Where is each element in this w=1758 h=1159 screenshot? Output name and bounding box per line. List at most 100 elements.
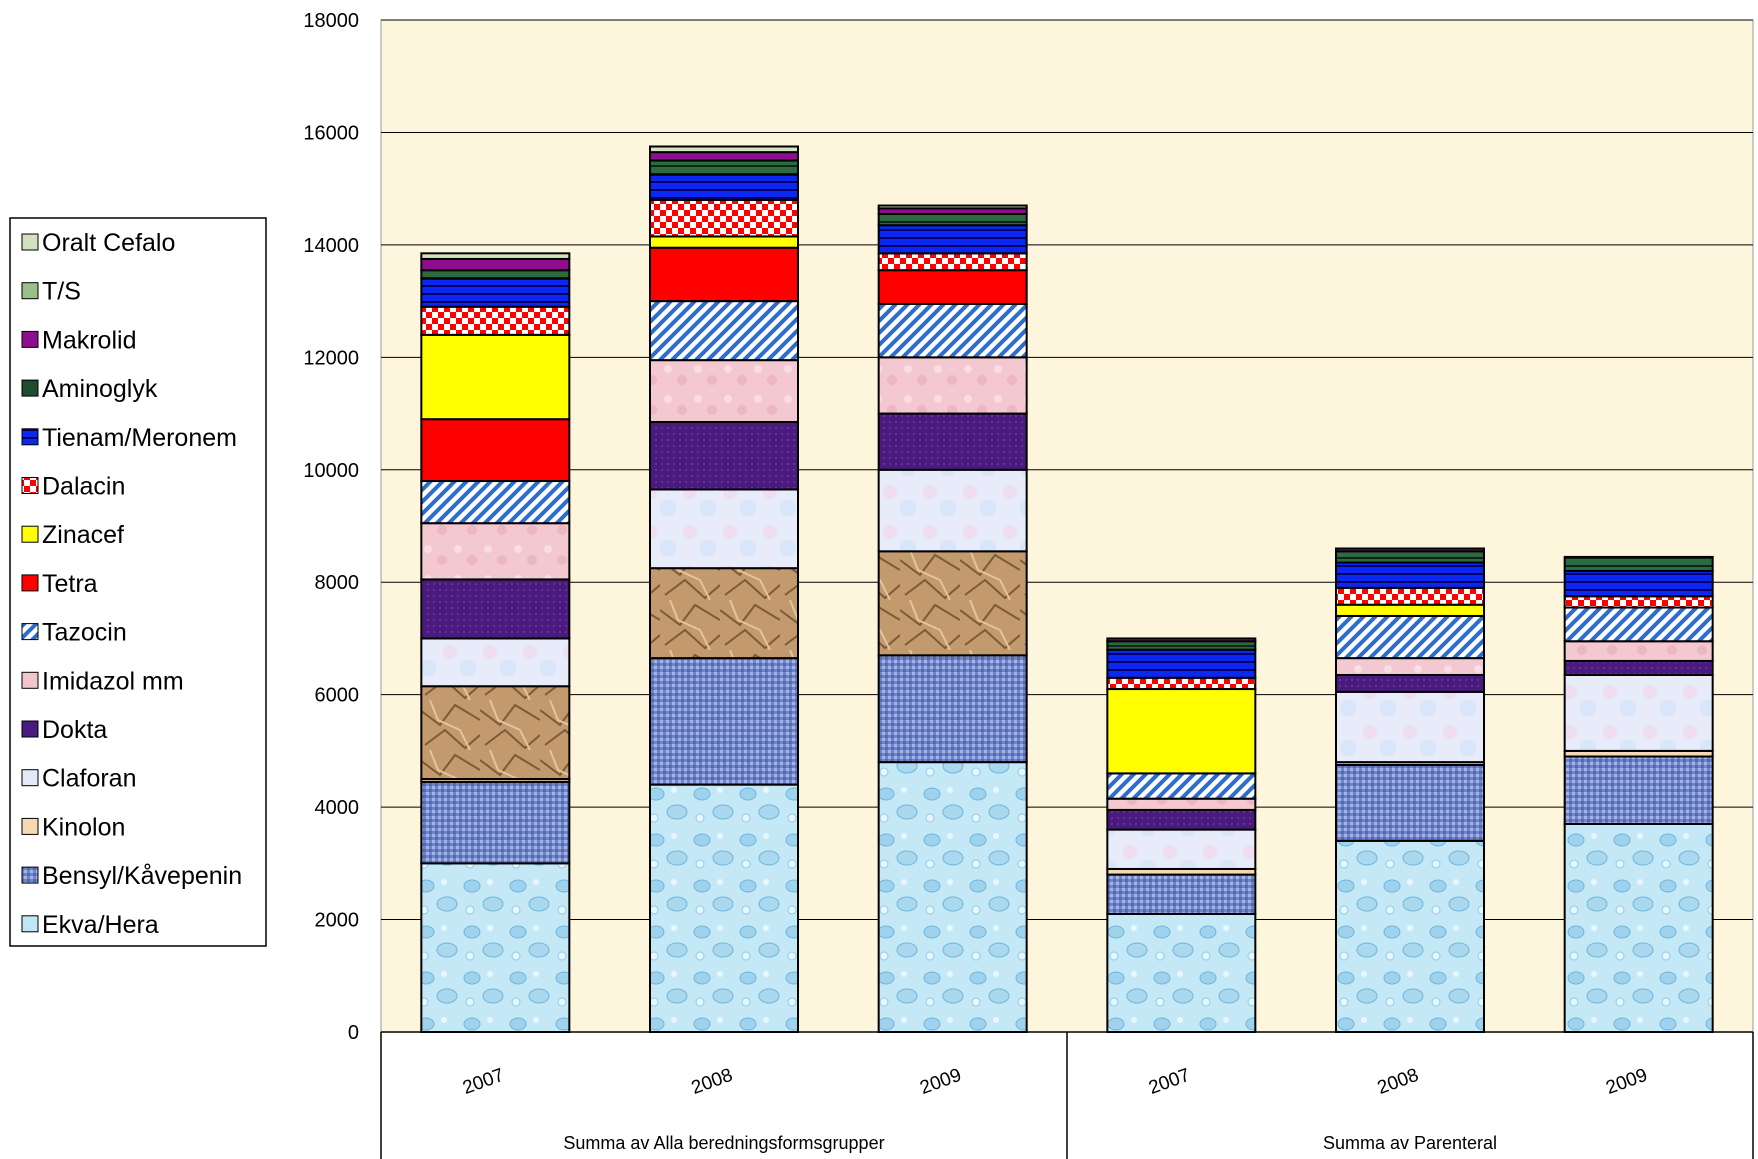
legend-item: Kinolon — [21, 813, 125, 841]
x-tick-label: 2007 — [1146, 1065, 1193, 1099]
bar-segment — [877, 761, 1028, 1034]
x-axis: 2007 2008 2009 2007 2008 2009 Summa av Alla be… — [380, 1031, 1754, 1159]
bar-segment — [1335, 839, 1485, 1033]
y-tick-label: 18000 — [303, 10, 359, 32]
bar-segment — [649, 300, 799, 362]
bar-segment — [649, 783, 799, 1033]
bar-segment — [877, 468, 1028, 553]
legend-swatch — [21, 379, 39, 397]
bar-segment — [1106, 688, 1257, 775]
bar-stack-2008 — [1335, 547, 1485, 1033]
bar-segment — [420, 578, 571, 640]
y-tick-label: 4000 — [315, 797, 360, 819]
bar-segment — [877, 252, 1028, 272]
bar-segment — [420, 522, 571, 581]
bar-segment — [1335, 657, 1485, 676]
bar-segment — [649, 159, 799, 176]
bar-segment — [1563, 595, 1714, 609]
bar-segment — [1335, 586, 1485, 606]
bar-segment — [420, 637, 571, 688]
bar-segment — [877, 654, 1028, 764]
bar-segment — [649, 145, 799, 154]
bar-segment — [1335, 614, 1485, 660]
legend-swatch — [21, 866, 39, 884]
plot-area-background — [380, 19, 1754, 1033]
bar-segment — [420, 277, 571, 308]
bar-segment — [649, 488, 799, 570]
bar-segment — [1335, 690, 1485, 764]
legend-label: Dalacin — [42, 473, 125, 501]
bar-segment — [877, 269, 1028, 305]
y-axis: 0 2000 4000 6000 8000 10000 12000 14000 16000 180… — [303, 10, 359, 1044]
bar-segment — [1335, 763, 1485, 842]
bar-stack-2008 — [649, 145, 799, 1033]
bar-segment — [649, 246, 799, 303]
bar-segment — [1106, 873, 1257, 915]
y-tick-label: 12000 — [303, 347, 359, 369]
bar-segment — [649, 235, 799, 249]
bar-segment — [877, 412, 1028, 471]
bar-stack-2007 — [420, 252, 571, 1033]
y-tick-label: 2000 — [315, 910, 360, 932]
legend-item: Claforan — [21, 765, 137, 793]
bar-segment — [1106, 772, 1257, 800]
bar-segment — [649, 198, 799, 238]
x-tick-label: 2008 — [689, 1065, 736, 1099]
bar-segment — [1563, 606, 1714, 643]
bar-segment — [420, 685, 571, 781]
y-tick-label: 0 — [348, 1022, 359, 1044]
legend-label: Dokta — [42, 716, 107, 744]
legend-label: Makrolid — [42, 326, 136, 354]
bar-segment — [1563, 555, 1714, 572]
y-tick-label: 8000 — [315, 572, 360, 594]
bar-segment — [1335, 673, 1485, 693]
bar-segment — [1563, 659, 1714, 676]
bar-segment — [1335, 603, 1485, 617]
x-tick-label: 2009 — [917, 1065, 964, 1099]
bar-segment — [649, 657, 799, 786]
bar-segment — [1106, 797, 1257, 811]
x-tick-label: 2009 — [1603, 1065, 1650, 1099]
y-tick-label: 10000 — [303, 460, 359, 482]
legend-label: T/S — [42, 278, 81, 306]
x-tick-label: 2008 — [1375, 1065, 1422, 1099]
bar-segment — [877, 224, 1028, 255]
y-tick-label: 14000 — [303, 235, 359, 257]
bar-segment — [1106, 648, 1257, 679]
bar-segment — [877, 204, 1028, 210]
legend-swatch — [21, 477, 39, 494]
legend-item: T/S — [21, 278, 81, 306]
bar-segment — [1335, 547, 1485, 553]
y-tick-label: 16000 — [303, 122, 359, 144]
bar-segment — [1106, 676, 1257, 691]
bar-segment — [420, 780, 571, 865]
legend-swatch — [21, 817, 39, 835]
legend-item: Aminoglyk — [21, 375, 158, 403]
legend-item: Tetra — [21, 570, 98, 598]
bar-segment — [1335, 561, 1485, 589]
bar-stacks — [420, 145, 1714, 1034]
bar-segment — [420, 333, 571, 421]
bar-stack-2009 — [877, 204, 1028, 1034]
legend-swatch — [21, 428, 39, 446]
group-label: Summa av Parenteral — [1323, 1133, 1497, 1153]
bar-stack-2009 — [1563, 555, 1714, 1033]
bar-segment — [1563, 822, 1714, 1033]
bar-segment — [1563, 569, 1714, 598]
bar-segment — [1106, 828, 1257, 870]
legend-swatch — [21, 769, 39, 787]
legend-item: Dokta — [21, 716, 107, 744]
legend-item: Oralt Cefalo — [21, 229, 175, 257]
bar-segment — [1335, 550, 1485, 564]
legend-swatch — [21, 574, 39, 592]
bar-segment — [420, 305, 571, 336]
bar-segment — [649, 151, 799, 162]
bar-segment — [649, 420, 799, 491]
y-tick-label: 6000 — [315, 685, 360, 707]
bar-segment — [420, 252, 571, 260]
legend-item: Tienam/Meronem — [21, 424, 237, 452]
bar-segment — [420, 257, 571, 272]
legend-swatch — [21, 330, 39, 348]
bar-segment — [1563, 640, 1714, 662]
bar-segment — [877, 302, 1028, 359]
